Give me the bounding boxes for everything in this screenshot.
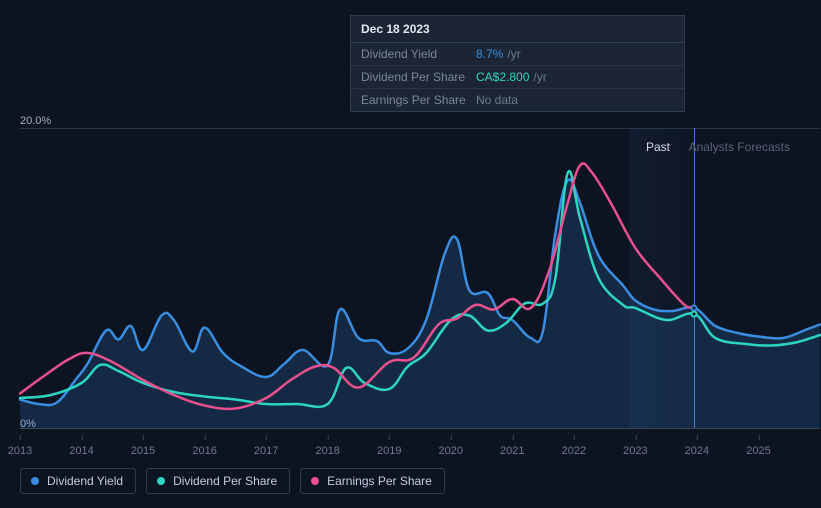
tooltip-key: Dividend Per Share bbox=[361, 70, 476, 84]
x-tick: 2015 bbox=[131, 445, 155, 457]
x-axis: 2013201420152016201720182019202020212022… bbox=[20, 445, 820, 465]
tooltip-value: 8.7%/yr bbox=[476, 47, 521, 61]
x-tick: 2022 bbox=[562, 445, 586, 457]
x-tick: 2019 bbox=[377, 445, 401, 457]
tooltip-key: Earnings Per Share bbox=[361, 93, 476, 107]
tooltip: Dec 18 2023 Dividend Yield8.7%/yrDividen… bbox=[350, 15, 685, 112]
x-tick: 2025 bbox=[746, 445, 770, 457]
tooltip-key: Dividend Yield bbox=[361, 47, 476, 61]
x-tick: 2018 bbox=[315, 445, 339, 457]
legend-dot-icon bbox=[311, 477, 319, 485]
tooltip-row: Dividend Yield8.7%/yr bbox=[351, 43, 684, 66]
x-tick: 2014 bbox=[69, 445, 93, 457]
tooltip-value: CA$2.800/yr bbox=[476, 70, 547, 84]
legend-item[interactable]: Dividend Yield bbox=[20, 468, 136, 494]
tooltip-row: Earnings Per ShareNo data bbox=[351, 89, 684, 111]
legend-label: Dividend Yield bbox=[47, 474, 123, 488]
x-tick: 2024 bbox=[685, 445, 709, 457]
current-point-marker bbox=[691, 311, 698, 318]
legend: Dividend Yield Dividend Per Share Earnings… bbox=[20, 468, 445, 494]
x-tick: 2021 bbox=[500, 445, 524, 457]
tooltip-row: Dividend Per ShareCA$2.800/yr bbox=[351, 66, 684, 89]
tooltip-date: Dec 18 2023 bbox=[351, 16, 684, 43]
legend-label: Dividend Per Share bbox=[173, 474, 277, 488]
legend-dot-icon bbox=[31, 477, 39, 485]
legend-dot-icon bbox=[157, 477, 165, 485]
tooltip-value: No data bbox=[476, 93, 518, 107]
x-tick: 2017 bbox=[254, 445, 278, 457]
x-tick: 2013 bbox=[8, 445, 32, 457]
x-tick: 2016 bbox=[192, 445, 216, 457]
legend-item[interactable]: Earnings Per Share bbox=[300, 468, 445, 494]
x-tick: 2023 bbox=[623, 445, 647, 457]
series-fill-0 bbox=[20, 179, 820, 428]
legend-item[interactable]: Dividend Per Share bbox=[146, 468, 290, 494]
x-tick: 2020 bbox=[439, 445, 463, 457]
legend-label: Earnings Per Share bbox=[327, 474, 432, 488]
